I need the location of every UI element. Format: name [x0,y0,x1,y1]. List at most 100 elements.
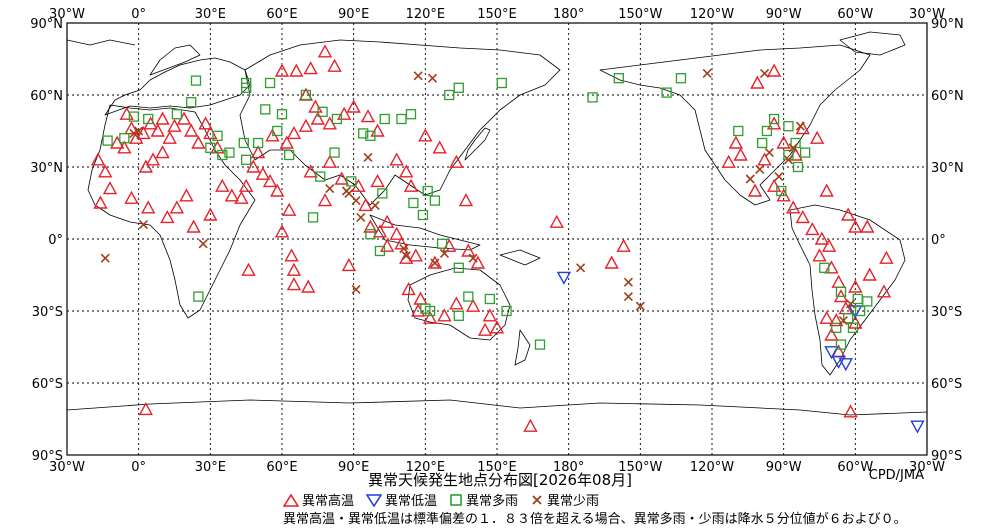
marker-dry [399,244,409,254]
marker-wet [264,77,276,89]
marker-wet [453,310,464,321]
x-tick-label-bottom: 30°W [909,460,945,475]
marker-hot [482,308,498,322]
x-tick-label-top: 150°E [477,7,517,22]
marker-hot [848,279,863,293]
marker-hot [876,284,892,298]
marker-wet [102,135,113,146]
y-tick-label-right: 60°N [931,89,964,104]
x-tick-label-bottom: 180° [553,460,584,475]
marker-hot [394,236,409,250]
marker-dry [401,251,411,261]
marker-wet [862,296,873,307]
marker-wet [346,176,357,187]
marker-hot [363,219,378,233]
y-tick-label-left: 90°N [30,17,63,32]
marker-dry [623,277,633,287]
marker-wet [193,291,204,302]
marker-wet [534,339,546,350]
marker-cold [838,358,853,372]
y-tick-label-left: 0° [48,233,63,248]
marker-wet [238,137,249,149]
legend-triangle-up-icon [283,493,299,507]
x-tick-label-top: 0° [131,7,146,22]
marker-wet [587,92,598,103]
marker-hot [604,255,619,269]
marker-wet [408,197,419,209]
marker-hot [102,181,118,195]
y-tick-label-left: 90°S [32,449,63,464]
marker-hot [279,135,294,149]
marker-hot [145,152,161,166]
marker-hot [308,99,323,113]
marker-hot [255,166,271,180]
marker-wet [405,109,417,120]
marker-hot [184,123,199,137]
legend-item-dry: 異常少雨 [530,490,599,509]
marker-wet [733,125,744,137]
legend: 異常高温 異常低温 異常多雨 異常少雨 [283,490,599,509]
marker-hot [155,145,170,159]
marker-hot [179,188,194,202]
criteria-note: 異常高温・異常低温は標準偏差の１．８３倍を超える場合、異常多雨・少雨は降水５分位… [283,512,907,527]
y-tick-label-right: 60°S [931,377,962,392]
marker-dry [351,284,361,294]
marker-hot [289,63,304,77]
marker-wet [224,147,235,158]
marker-hot [327,58,342,72]
marker-dry [795,121,805,131]
marker-wet [484,293,495,305]
marker-hot [750,75,765,89]
marker-hot [301,279,316,293]
marker-hot [336,106,352,120]
marker-wet [854,305,866,317]
marker-hot [124,121,139,135]
marker-hot [298,118,314,132]
marker-wet [315,171,326,182]
marker-wet [171,109,183,120]
marker-hot [766,178,782,192]
marker-hot [461,243,476,257]
marker-hot [408,248,423,262]
x-tick-label-top: 30°E [195,7,226,22]
marker-hot [379,214,395,228]
x-tick-label-bottom: 0° [131,460,146,475]
x-tick-label-top: 180° [553,7,584,22]
marker-wet [365,130,376,141]
x-tick-label-top: 120°W [690,7,734,22]
x-tick-label-bottom: 30°W [49,460,85,475]
marker-hot [341,257,357,272]
marker-wet [783,121,794,132]
marker-hot [776,135,791,149]
marker-wet [374,245,386,257]
marker-wet [329,147,340,158]
marker-hot [860,219,875,233]
marker-hot [286,277,302,291]
marker-wet [205,142,216,153]
marker-wet [757,137,768,149]
marker-dry [430,258,440,268]
marker-hot [234,190,249,204]
marker-wet [761,125,773,137]
y-tick-label-left: 60°S [32,377,63,392]
marker-cold [824,346,839,360]
x-tick-label-bottom: 150°W [618,460,662,475]
marker-cold [910,420,925,434]
marker-hot [809,130,825,144]
x-tick-label-top: 90°W [766,7,802,22]
marker-wet [143,113,154,125]
marker-hot [150,123,165,137]
marker-hot [379,238,395,252]
x-tick-label-bottom: 150°E [477,460,517,475]
marker-hot [250,145,266,159]
marker-hot [829,313,844,327]
x-tick-label-top: 90°E [338,7,369,22]
marker-dry [702,68,712,78]
legend-label-dry: 異常少雨 [547,494,600,509]
marker-hot [786,200,801,214]
marker-dry [764,148,774,158]
marker-hot [824,327,839,341]
x-tick-label-top: 150°W [618,7,662,22]
marker-wet [284,149,295,161]
